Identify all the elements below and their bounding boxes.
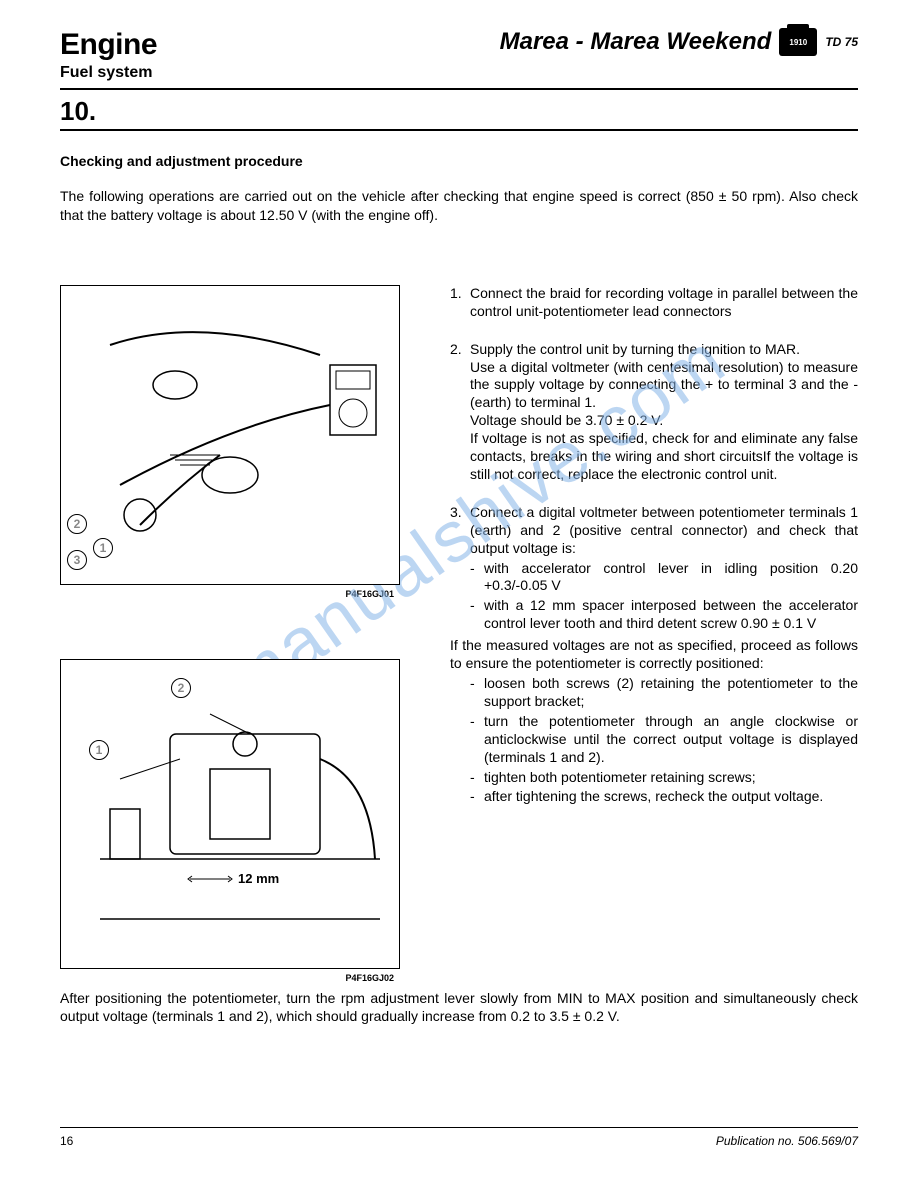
step-1: 1. Connect the braid for recording volta…	[450, 285, 858, 321]
figure-2-svg: 12 mm	[80, 679, 380, 949]
dash-icon: -	[470, 675, 484, 711]
engine-code: 1910	[789, 38, 807, 47]
step-3-d4-text: after tightening the screws, recheck the…	[484, 788, 823, 806]
step-3-sublist-1: -with accelerator control lever in idlin…	[470, 560, 858, 634]
step-3-d3-text: tighten both potentiometer retaining scr…	[484, 769, 756, 787]
step-2-line-d: If voltage is not as specified, check fo…	[470, 430, 858, 484]
subheading: Checking and adjustment procedure	[60, 153, 858, 169]
step-3-sublist-2: -loosen both screws (2) retaining the po…	[450, 675, 858, 806]
title-engine: Engine	[60, 28, 157, 62]
page-header: Engine Fuel system Marea - Marea Weekend…	[60, 28, 858, 86]
step-3-b1: -with accelerator control lever in idlin…	[470, 560, 858, 596]
left-column: 2 1 3 P4F16GJ01 1 2	[60, 285, 400, 983]
step-3-d3: -tighten both potentiometer retaining sc…	[470, 769, 858, 787]
dash-icon: -	[470, 713, 484, 767]
dash-icon: -	[470, 788, 484, 806]
fig2-dimension: 12 mm	[238, 871, 279, 886]
title-model: Marea - Marea Weekend	[500, 28, 772, 56]
figure-2-caption: P4F16GJ02	[60, 973, 400, 983]
callout-fig1-3: 3	[67, 550, 87, 570]
step-3-num: 3.	[450, 504, 470, 633]
figure-1-caption: P4F16GJ01	[60, 589, 400, 599]
td-label: TD 75	[825, 35, 858, 49]
step-3-d2-text: turn the potentiometer through an angle …	[484, 713, 858, 767]
step-2-num: 2.	[450, 341, 470, 484]
section-number: 10.	[60, 96, 858, 131]
figure-1-svg	[80, 305, 380, 565]
step-2-line-a: Supply the control unit by turning the i…	[470, 341, 858, 359]
header-right: Marea - Marea Weekend 1910 TD 75	[500, 28, 858, 56]
title-fuel-system: Fuel system	[60, 64, 157, 82]
step-1-body: Connect the braid for recording voltage …	[470, 285, 858, 321]
step-3-d1-text: loosen both screws (2) retaining the pot…	[484, 675, 858, 711]
engine-icon: 1910	[779, 28, 817, 56]
step-2-body: Supply the control unit by turning the i…	[470, 341, 858, 484]
step-3-b1-text: with accelerator control lever in idling…	[484, 560, 858, 596]
dash-icon: -	[470, 597, 484, 633]
figure-1: 2 1 3	[60, 285, 400, 585]
header-rule	[60, 88, 858, 90]
callout-fig1-1: 1	[93, 538, 113, 558]
step-3-body: Connect a digital voltmeter between pote…	[470, 504, 858, 633]
step-3-b2: -with a 12 mm spacer interposed between …	[470, 597, 858, 633]
page-number: 16	[60, 1134, 73, 1148]
dash-icon: -	[470, 560, 484, 596]
step-3-b2-text: with a 12 mm spacer interposed between t…	[484, 597, 858, 633]
step-3-d1: -loosen both screws (2) retaining the po…	[470, 675, 858, 711]
step-3: 3. Connect a digital voltmeter between p…	[450, 504, 858, 633]
right-column: 1. Connect the braid for recording volta…	[450, 285, 858, 983]
step-2-line-b: Use a digital voltmeter (with centesimal…	[470, 359, 858, 413]
callout-fig2-1: 1	[89, 740, 109, 760]
step-3-continuation: If the measured voltages are not as spec…	[450, 637, 858, 673]
step-2-line-c: Voltage should be 3.70 ± 0.2 V.	[470, 412, 858, 430]
step-3-d4: -after tightening the screws, recheck th…	[470, 788, 858, 806]
intro-paragraph: The following operations are carried out…	[60, 187, 858, 225]
header-left: Engine Fuel system	[60, 28, 157, 82]
step-3-d2: -turn the potentiometer through an angle…	[470, 713, 858, 767]
publication-number: Publication no. 506.569/07	[716, 1134, 858, 1148]
content-area: 2 1 3 P4F16GJ01 1 2	[60, 285, 858, 983]
step-2: 2. Supply the control unit by turning th…	[450, 341, 858, 484]
final-paragraph: After positioning the potentiometer, tur…	[60, 989, 858, 1025]
figure-2: 1 2 12 mm	[60, 659, 400, 969]
dash-icon: -	[470, 769, 484, 787]
step-1-num: 1.	[450, 285, 470, 321]
step-3-intro: Connect a digital voltmeter between pote…	[470, 504, 858, 558]
callout-fig2-2: 2	[171, 678, 191, 698]
page-footer: 16 Publication no. 506.569/07	[60, 1127, 858, 1148]
callout-fig1-2: 2	[67, 514, 87, 534]
